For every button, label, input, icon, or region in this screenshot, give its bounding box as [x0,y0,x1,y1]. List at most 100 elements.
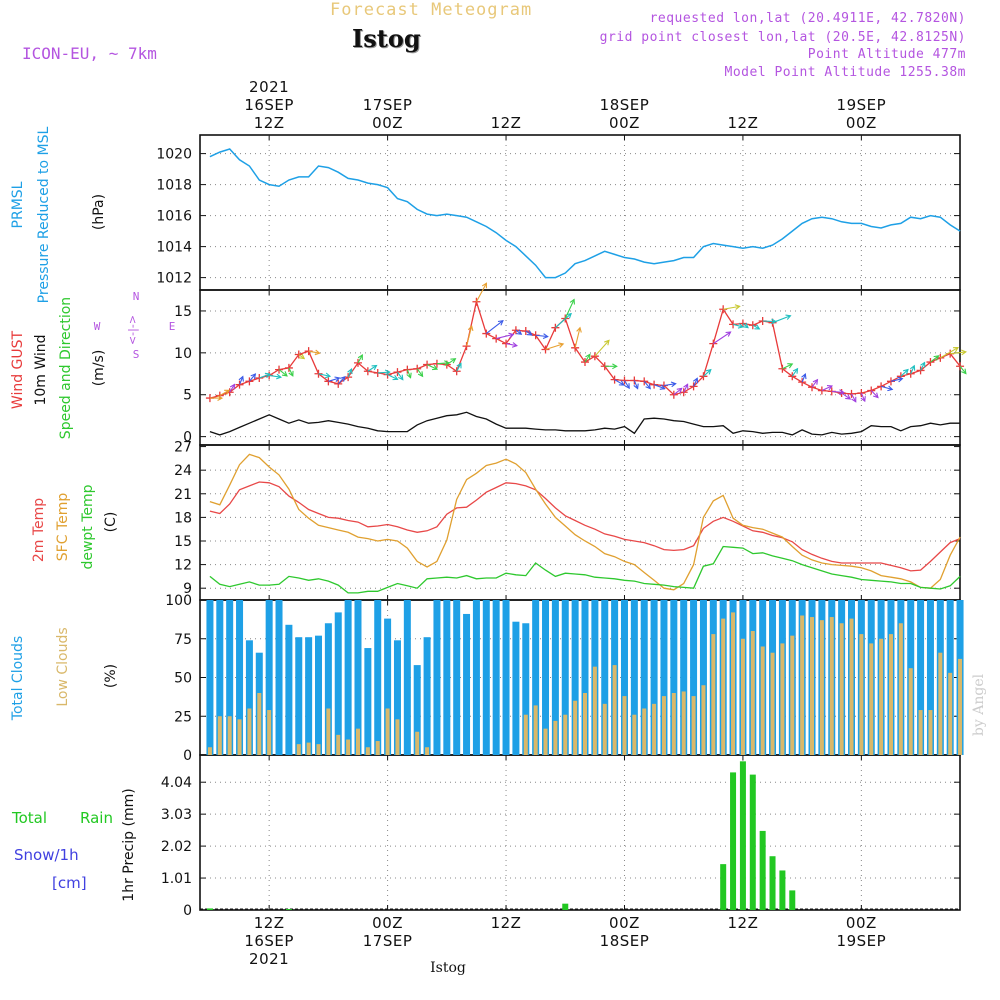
total-cloud-bar [344,600,352,755]
low-cloud-bar [316,744,321,755]
total-cloud-bar [275,600,283,755]
low-cloud-bar [859,634,864,755]
wind-direction-arrow [732,323,743,328]
label-prmsl: PRMSL [10,181,26,228]
panel-frame-pressure [199,134,961,291]
total-cloud-bar [650,600,658,755]
wind-direction-arrow [357,354,363,364]
wind-direction-arrow [259,373,271,379]
rain-bar [739,761,746,910]
time-label-top: 19SEP [837,96,887,114]
time-label-bottom: 00Z [609,914,640,932]
wind-direction-arrow [703,369,712,377]
time-label-bottom: 12Z [727,914,758,932]
wind-direction-arrow [821,385,833,392]
ytick-label-1: 0 [183,430,192,446]
wind-arrow-head [953,347,960,353]
rain-bar [720,864,727,910]
station-name: Istog [352,24,421,53]
rain-bar [749,774,756,910]
wind-arrow-head [725,331,732,337]
wind-arrow-head [398,374,404,381]
wind-arrow-head [618,380,625,386]
wind-arrow-head [787,363,794,369]
wind-direction-arrow [456,363,462,372]
time-label-bottom: 19SEP [837,932,887,950]
sfc-temp-line [209,453,961,591]
low-cloud-bar [760,646,765,755]
wind-arrow-head [887,385,894,392]
low-cloud-bar [355,728,360,755]
low-cloud-bar [671,693,676,755]
wind-arrow-head [754,324,761,330]
label-celsius: (C) [103,512,119,533]
wind-direction-arrow [377,371,390,374]
low-cloud-bar [336,734,341,755]
wind-arrow-head [961,368,967,375]
low-cloud-bar [622,696,627,755]
wind-direction-arrow [940,347,959,359]
ytick-label-3: 25 [174,709,192,725]
wind-arrow-head [481,282,487,289]
wind-arrow-head [558,342,565,348]
total-cloud-bar [571,600,579,755]
label-dewpt-temp: dewpt Temp [80,484,96,569]
wind-direction-arrow [328,377,340,382]
wind-direction-arrow [752,324,760,330]
footer-station: Istog [430,960,466,976]
compass-w: W [94,320,101,333]
wind-arrow-head [645,383,651,390]
time-label-bottom: 12Z [254,914,285,932]
wind-direction-arrow [870,390,879,398]
low-cloud-bar [701,685,706,755]
wind-arrow-head [314,349,321,356]
low-cloud-bar [888,634,893,755]
wind-direction-arrow [535,334,548,338]
total-cloud-bar [482,600,490,755]
wind-direction-arrow [624,380,630,389]
wind-arrow-head [569,298,575,305]
total-cloud-bar [315,635,323,755]
wind-arrow-head [624,383,630,390]
ytick-label-0: 1012 [156,271,192,287]
total-cloud-bar [630,600,638,755]
low-cloud-bar [346,739,351,755]
rain-bar [779,870,786,910]
wind-arrow-head [676,387,683,394]
total-cloud-bar [680,600,688,755]
wind-arrow-head [566,312,572,319]
wind-direction-arrow [959,365,967,374]
total-cloud-bar [374,600,382,755]
wind-direction-arrow [555,313,572,329]
wind-arrow-head [576,326,582,333]
grid-point-coords: grid point closest lon,lat (20.5E, 42.81… [599,30,966,45]
wind-direction-arrow [584,354,591,363]
wind-direction-arrow [239,376,244,385]
wind-arrow-head [633,383,639,390]
low-cloud-bar [908,668,913,755]
total-cloud-bar [620,600,628,755]
ytick-label-2: 9 [183,581,192,597]
low-cloud-bar [247,708,252,755]
wind-direction-arrow [525,330,533,336]
gust-point [541,345,550,354]
total-cloud-bar [601,600,609,755]
total-cloud-bar [690,600,698,755]
wind-direction-arrow [397,371,404,380]
total-cloud-bar [640,600,648,755]
time-label-top: 18SEP [600,96,650,114]
total-cloud-bar [443,600,451,755]
wind-direction-arrow [950,351,966,355]
wind-direction-arrow [782,363,793,370]
total-cloud-bar [699,600,707,755]
point-altitude: Point Altitude 477m [807,47,966,62]
rain-bar [206,908,213,910]
wind-arrow-head [508,332,515,339]
low-cloud-bar [553,720,558,755]
total-cloud-bar [926,600,934,755]
ytick-label-4: 3.03 [161,807,192,823]
label-ms: (m/s) [91,350,107,387]
wind-direction-arrow [278,369,288,377]
pressure-line [209,148,961,279]
total-cloud-bar [226,600,234,755]
